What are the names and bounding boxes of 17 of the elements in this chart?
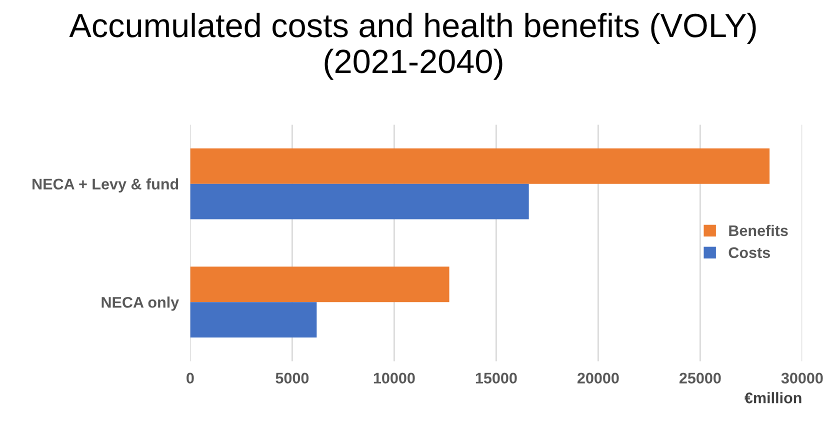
x-tick-label: 30000 bbox=[781, 372, 823, 384]
x-tick-label: 15000 bbox=[476, 372, 517, 384]
x-tick-label: 0 bbox=[186, 372, 194, 384]
y-tick-label: NECA only bbox=[102, 296, 180, 311]
legend-label: Costs bbox=[728, 247, 770, 258]
x-axis-title: €million bbox=[744, 392, 802, 404]
bar bbox=[190, 302, 317, 338]
x-tick-label: 25000 bbox=[679, 372, 721, 384]
bar bbox=[190, 266, 450, 302]
legend-label: Benefits bbox=[729, 224, 788, 236]
y-tick-label: NECA + Levy & fund bbox=[32, 178, 178, 193]
bar bbox=[190, 148, 770, 184]
chart-title: Accumulated costs and health benefits (VOLY) (2021-2040) bbox=[69, 12, 756, 80]
x-tick-label: 5000 bbox=[276, 372, 309, 384]
bar bbox=[190, 184, 529, 220]
x-tick-label: 20000 bbox=[577, 372, 619, 384]
x-tick-label: 10000 bbox=[374, 372, 415, 384]
